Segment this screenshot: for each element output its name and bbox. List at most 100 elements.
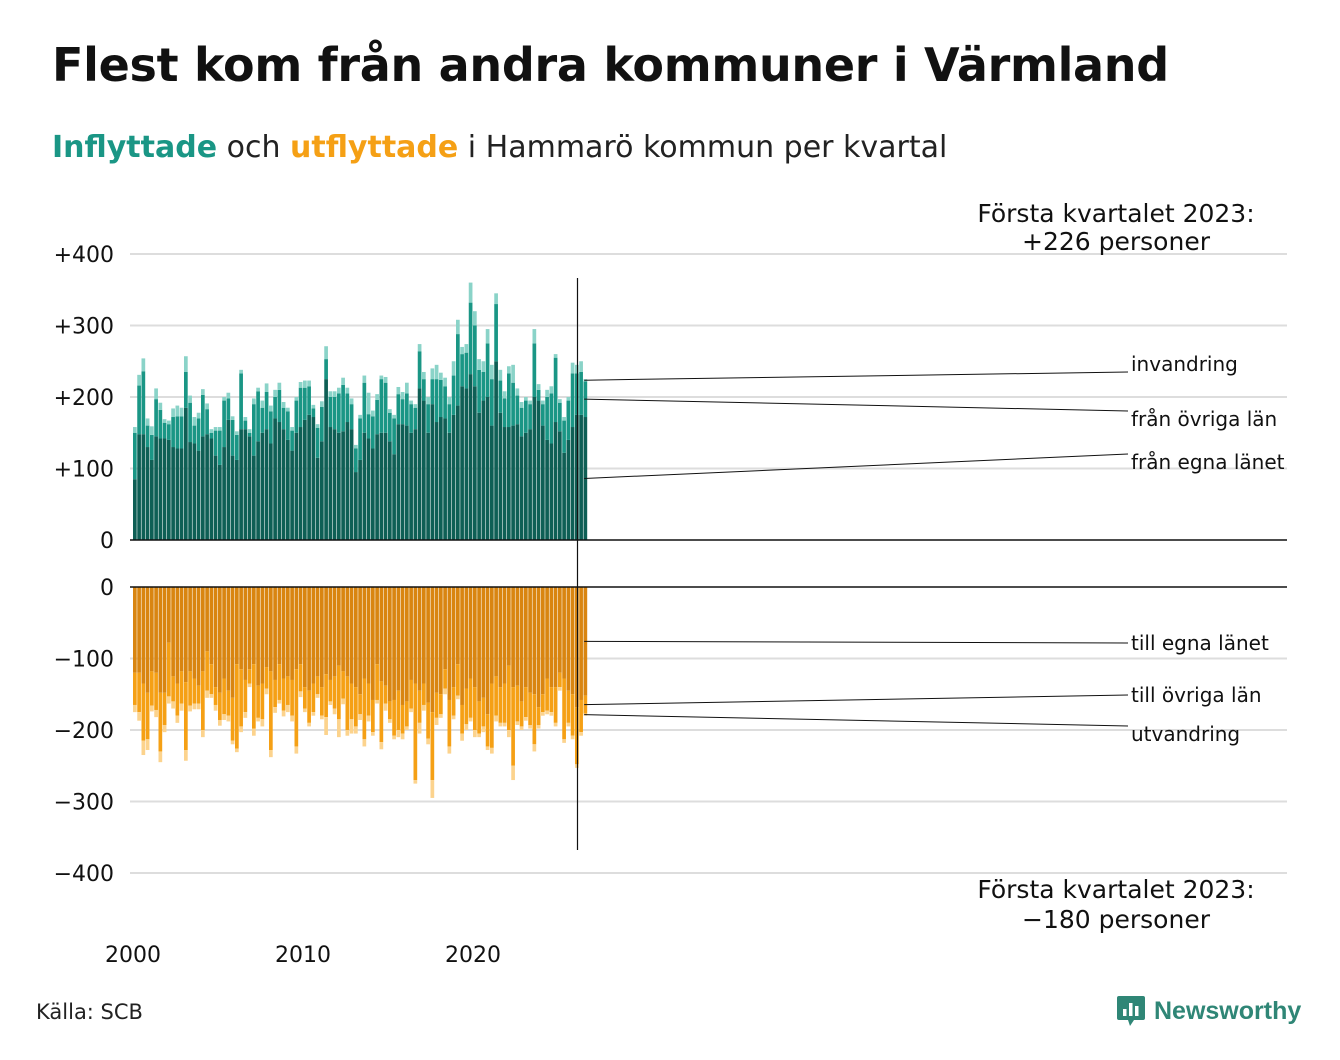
- bar-out-other-counties: [507, 665, 511, 730]
- bar-in-own-county: [490, 425, 494, 540]
- bar-in-immigration: [332, 391, 337, 397]
- bar-in-immigration: [579, 361, 583, 372]
- bar-out-own-county: [439, 587, 443, 695]
- bar-in-own-county: [575, 414, 579, 540]
- bar-out-emigration: [218, 719, 222, 726]
- bar-in-other-counties: [383, 382, 388, 433]
- bar-out-emigration: [553, 722, 558, 727]
- bar-out-other-counties: [243, 679, 248, 713]
- bar-out-emigration: [222, 714, 226, 720]
- bar-out-emigration: [468, 717, 473, 722]
- bar-out-own-county: [498, 587, 503, 688]
- bar-out-other-counties: [277, 664, 282, 700]
- bar-out-other-counties: [158, 692, 163, 752]
- bar-out-own-county: [303, 587, 307, 688]
- bar-out-other-counties: [562, 678, 566, 740]
- bar-out-own-county: [145, 587, 150, 693]
- newsworthy-logo: Newsworthy: [1116, 994, 1301, 1028]
- bar-out-other-counties: [192, 678, 197, 704]
- bar-in-own-county: [468, 374, 473, 540]
- bar-in-own-county: [392, 454, 396, 540]
- bar-out-other-counties: [439, 694, 443, 715]
- bar-out-own-county: [511, 587, 515, 688]
- bar-in-immigration: [320, 401, 324, 408]
- bar-out-own-county: [553, 587, 558, 688]
- bar-in-other-counties: [426, 404, 430, 433]
- bar-out-other-counties: [167, 642, 171, 697]
- bar-out-other-counties: [383, 685, 388, 704]
- bar-in-immigration: [243, 417, 248, 421]
- bar-out-other-counties: [162, 692, 167, 725]
- bar-in-other-counties: [188, 402, 192, 443]
- bar-out-emigration: [311, 712, 316, 716]
- bar-in-other-counties: [349, 404, 354, 430]
- bar-in-immigration: [256, 387, 260, 392]
- bar-out-own-county: [196, 587, 201, 686]
- bar-in-other-counties: [150, 434, 154, 460]
- bar-out-own-county: [507, 587, 511, 666]
- bar-in-other-counties: [375, 399, 379, 435]
- bar-out-emigration: [490, 747, 494, 754]
- bar-out-own-county: [226, 587, 231, 691]
- bar-out-other-counties: [443, 669, 447, 689]
- bar-in-immigration: [379, 375, 384, 380]
- bar-out-emigration: [192, 703, 197, 710]
- bar-in-own-county: [515, 424, 520, 540]
- bar-in-own-county: [184, 407, 188, 540]
- y-tick-label-top: +100: [54, 458, 114, 483]
- bar-in-immigration: [366, 392, 371, 415]
- bar-out-own-county: [307, 587, 311, 691]
- bar-out-other-counties: [417, 690, 422, 723]
- bar-out-own-county: [133, 587, 137, 673]
- bar-out-own-county: [179, 587, 184, 672]
- bar-in-own-county: [290, 450, 294, 540]
- bar-out-other-counties: [392, 699, 396, 736]
- bar-in-other-counties: [167, 424, 171, 440]
- bar-in-other-counties: [392, 418, 396, 455]
- bar-in-immigration: [532, 329, 537, 344]
- bar-in-own-county: [417, 388, 422, 540]
- bar-out-other-counties: [464, 688, 469, 725]
- bar-out-emigration: [473, 730, 477, 738]
- bar-out-emigration: [315, 694, 320, 698]
- bar-out-own-county: [464, 587, 469, 689]
- bar-in-immigration: [464, 344, 469, 353]
- bar-out-own-county: [541, 587, 545, 695]
- bar-in-own-county: [260, 432, 265, 540]
- bar-out-emigration: [260, 719, 265, 727]
- bar-in-other-counties: [464, 352, 469, 389]
- bar-out-emigration: [371, 732, 375, 736]
- bar-out-own-county: [579, 587, 583, 700]
- bar-in-own-county: [524, 432, 528, 540]
- bar-out-emigration: [430, 780, 435, 798]
- bar-in-own-county: [439, 417, 443, 540]
- bar-in-own-county: [400, 424, 405, 540]
- bar-in-other-counties: [264, 391, 269, 430]
- bar-out-own-county: [366, 587, 371, 684]
- x-tick-label: 2000: [105, 943, 161, 968]
- bar-out-own-county: [286, 587, 290, 677]
- bar-out-other-counties: [264, 667, 269, 689]
- bar-out-other-counties: [490, 683, 494, 748]
- bar-in-other-counties: [439, 379, 443, 418]
- bar-in-immigration: [388, 409, 392, 413]
- bar-in-own-county: [315, 457, 320, 540]
- bar-in-own-county: [434, 422, 439, 540]
- bar-out-other-counties: [575, 707, 579, 765]
- bar-in-immigration: [553, 354, 558, 358]
- bar-out-own-county: [451, 587, 456, 688]
- bar-in-own-county: [141, 434, 146, 540]
- bar-out-other-counties: [566, 690, 571, 723]
- bar-out-emigration: [154, 709, 158, 718]
- bar-in-own-county: [294, 432, 299, 540]
- subtitle-rest: i Hammarö kommun per kvartal: [458, 130, 948, 165]
- bar-out-own-county: [490, 587, 494, 684]
- bar-in-immigration: [524, 397, 528, 401]
- bar-in-other-counties: [290, 430, 294, 451]
- bar-out-other-counties: [379, 681, 384, 743]
- bar-out-emigration: [434, 717, 439, 725]
- bar-out-own-county: [443, 587, 447, 670]
- bar-out-own-county: [566, 587, 571, 691]
- bar-in-immigration: [230, 416, 235, 420]
- bar-out-emigration: [388, 719, 392, 723]
